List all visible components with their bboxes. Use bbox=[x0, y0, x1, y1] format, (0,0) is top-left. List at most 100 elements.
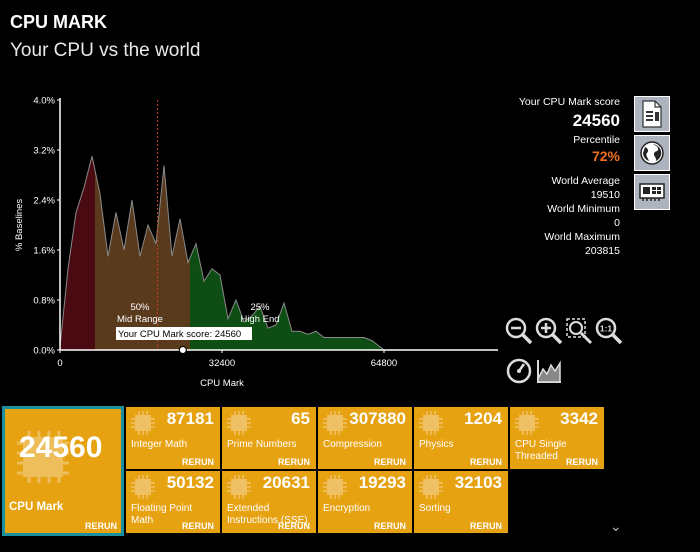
score-marker-label: Your CPU Mark score: 24560 bbox=[118, 329, 241, 340]
cpu-single-threaded-tile[interactable]: 3342 CPU Single Threaded RERUN bbox=[510, 407, 604, 469]
zoom-reset-icon: 1:1 bbox=[595, 317, 623, 345]
tile-value: 32103 bbox=[454, 473, 502, 492]
integer-math-tile[interactable]: 87181 Integer Math RERUN bbox=[126, 407, 220, 469]
tile-value: 307880 bbox=[349, 409, 406, 428]
world-button[interactable] bbox=[634, 135, 670, 171]
x-tick-label: 32400 bbox=[209, 358, 235, 369]
document-icon bbox=[642, 100, 662, 128]
prime-numbers-tile[interactable]: 65 Prime Numbers RERUN bbox=[222, 407, 316, 469]
zoom-in-button[interactable] bbox=[534, 316, 564, 346]
tile-label: Compression bbox=[323, 439, 382, 450]
chart-region-1 bbox=[95, 165, 190, 350]
score-label: Your CPU Mark score bbox=[518, 96, 620, 108]
page-subtitle: Your CPU vs the world bbox=[10, 40, 201, 61]
chip-icon bbox=[419, 411, 443, 435]
rerun-button[interactable]: RERUN bbox=[469, 521, 502, 531]
zoom-fit-icon bbox=[566, 318, 593, 345]
chip-icon bbox=[131, 475, 155, 499]
distribution-chart: 0.0% 0.8% 1.6% 2.4% 3.2% 4.0% 0 32400 64800 CPU M… bbox=[14, 96, 498, 389]
cpu-mark-label: CPU Mark bbox=[9, 501, 64, 513]
zoom-reset-button[interactable]: 1:1 bbox=[594, 316, 624, 346]
chart-icon bbox=[537, 360, 561, 383]
speedometer-button[interactable] bbox=[504, 356, 534, 386]
tile-label: Extended Instructions (SSE) bbox=[227, 503, 308, 526]
encryption-tile[interactable]: 19293 Encryption RERUN bbox=[318, 471, 412, 533]
x-tick-label: 0 bbox=[57, 358, 62, 369]
y-tick-label: 0.0% bbox=[33, 346, 55, 357]
chip-icon bbox=[323, 411, 347, 435]
zoom-reset-text: 1:1 bbox=[600, 324, 613, 334]
tile-value: 20631 bbox=[262, 473, 310, 492]
hardware-button[interactable] bbox=[634, 174, 670, 210]
tile-label: Sorting bbox=[419, 503, 451, 514]
chip-icon bbox=[227, 475, 251, 499]
tile-value: 1204 bbox=[464, 409, 502, 428]
zoom-in-icon bbox=[535, 317, 563, 345]
score-value: 24560 bbox=[572, 111, 620, 130]
rerun-button[interactable]: RERUN bbox=[277, 457, 310, 467]
sorting-tile[interactable]: 32103 Sorting RERUN bbox=[414, 471, 508, 533]
chart-button[interactable] bbox=[534, 356, 564, 386]
tile-label: Integer Math bbox=[131, 439, 188, 450]
chip-icon bbox=[419, 475, 443, 499]
rerun-button[interactable]: RERUN bbox=[181, 521, 214, 531]
zoom-out-button[interactable] bbox=[504, 316, 534, 346]
tile-label: Physics bbox=[419, 439, 454, 450]
cpu-mark-value: 24560 bbox=[19, 431, 103, 464]
y-tick-label: 2.4% bbox=[33, 196, 55, 207]
tile-value: 65 bbox=[291, 409, 310, 428]
tile-value: 3342 bbox=[560, 409, 598, 428]
rerun-button[interactable]: RERUN bbox=[373, 457, 406, 467]
region-percent-label: 50% bbox=[130, 302, 150, 313]
percentile-value: 72% bbox=[591, 148, 620, 164]
chart-region-2 bbox=[190, 243, 384, 350]
tile-label: Floating Point Math bbox=[131, 503, 193, 526]
rerun-button[interactable]: RERUN bbox=[373, 521, 406, 531]
rerun-button[interactable]: RERUN bbox=[277, 521, 310, 531]
floating-point-math-tile[interactable]: 50132 Floating Point Math RERUN bbox=[126, 471, 220, 533]
page-title: CPU MARK bbox=[10, 12, 107, 32]
physics-tile[interactable]: 1204 Physics RERUN bbox=[414, 407, 508, 469]
world-maximum-value: 203815 bbox=[584, 245, 620, 257]
chart-series-line bbox=[59, 156, 385, 351]
x-axis-label: CPU Mark bbox=[200, 378, 244, 389]
world-maximum-label: World Maximum bbox=[544, 231, 620, 243]
y-axis-label: % Baselines bbox=[14, 199, 25, 252]
zoom-fit-button[interactable] bbox=[564, 316, 594, 346]
chip-icon bbox=[323, 475, 347, 499]
chip-icon bbox=[17, 431, 69, 483]
rerun-button[interactable]: RERUN bbox=[469, 457, 502, 467]
rerun-button[interactable]: RERUN bbox=[565, 457, 598, 467]
rerun-button[interactable]: RERUN bbox=[181, 457, 214, 467]
region-percent-label: 25% bbox=[250, 302, 270, 313]
zoom-out-icon bbox=[505, 317, 533, 345]
world-average-label: World Average bbox=[551, 175, 621, 187]
world-average-value: 19510 bbox=[590, 189, 620, 201]
globe-icon bbox=[640, 141, 664, 165]
extended-instructions-tile[interactable]: 20631 Extended Instructions (SSE) RERUN bbox=[222, 471, 316, 533]
chip-icon bbox=[515, 411, 539, 435]
tile-label: CPU Single Threaded bbox=[515, 439, 567, 462]
tile-label: Encryption bbox=[323, 503, 371, 514]
chevron-down-icon[interactable]: ⌄ bbox=[610, 518, 622, 534]
cpu-mark-tile[interactable]: 24560 CPU Mark RERUN bbox=[2, 406, 124, 536]
region-name-label: Mid Range bbox=[117, 314, 163, 325]
score-marker-dot bbox=[178, 346, 187, 354]
world-minimum-label: World Minimum bbox=[547, 203, 620, 215]
chip-icon bbox=[227, 411, 251, 435]
tile-value: 19293 bbox=[358, 473, 406, 492]
tile-value: 50132 bbox=[166, 473, 214, 492]
document-button[interactable] bbox=[634, 96, 670, 132]
y-tick-label: 3.2% bbox=[33, 146, 55, 157]
world-minimum-value: 0 bbox=[614, 217, 620, 229]
hardware-card-icon bbox=[639, 183, 665, 201]
speedometer-icon bbox=[506, 358, 532, 384]
chip-icon bbox=[131, 411, 155, 435]
y-tick-label: 4.0% bbox=[33, 96, 55, 107]
chart-region-0 bbox=[60, 156, 95, 350]
x-tick-label: 64800 bbox=[371, 358, 397, 369]
cpu-mark-rerun-button[interactable]: RERUN bbox=[84, 521, 117, 531]
tile-value: 87181 bbox=[166, 409, 214, 428]
compression-tile[interactable]: 307880 Compression RERUN bbox=[318, 407, 412, 469]
tile-label: Prime Numbers bbox=[227, 439, 297, 450]
